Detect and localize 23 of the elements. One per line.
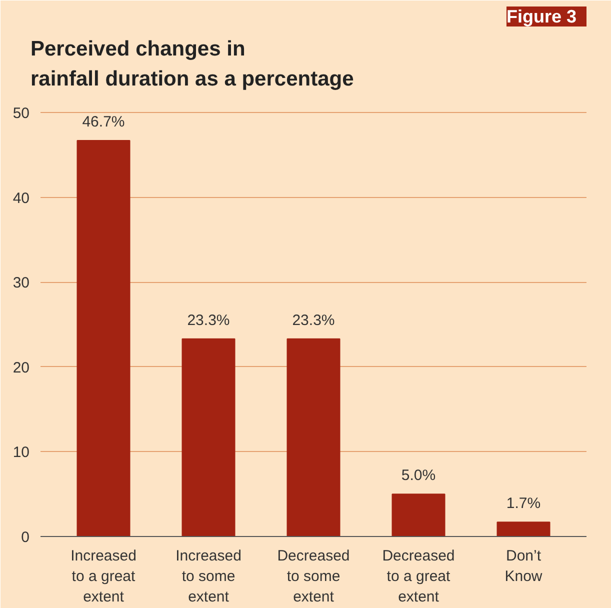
bar xyxy=(392,494,446,536)
bar xyxy=(286,338,340,536)
y-tick-label: 40 xyxy=(12,190,30,207)
y-tick-label: 30 xyxy=(12,274,30,292)
x-tick-label: Decreased to a great extent xyxy=(382,548,455,606)
x-tick-label: Increased to some extent xyxy=(176,548,242,606)
y-tick-label: 20 xyxy=(12,359,30,376)
data-label: 46.7% xyxy=(82,113,125,130)
x-tick-label: Decreased to some extent xyxy=(277,548,350,606)
data-label: 23.3% xyxy=(292,312,335,329)
y-tick-label: 0 xyxy=(21,529,30,546)
y-tick-label: 50 xyxy=(12,104,30,122)
bar xyxy=(76,140,130,536)
y-tick-label: 10 xyxy=(12,444,30,462)
bar xyxy=(182,338,236,536)
caption: Figure 3 xyxy=(506,6,576,26)
data-label: 23.3% xyxy=(187,312,230,329)
data-label: 1.7% xyxy=(506,495,541,512)
x-tick-label: Don’t Know xyxy=(504,548,542,585)
data-label: 5.0% xyxy=(401,467,436,484)
bar xyxy=(496,522,550,536)
x-tick-label: Increased to a great extent xyxy=(70,548,136,606)
chart-title: Perceived changes in rainfall duration as a percentage xyxy=(30,38,354,90)
